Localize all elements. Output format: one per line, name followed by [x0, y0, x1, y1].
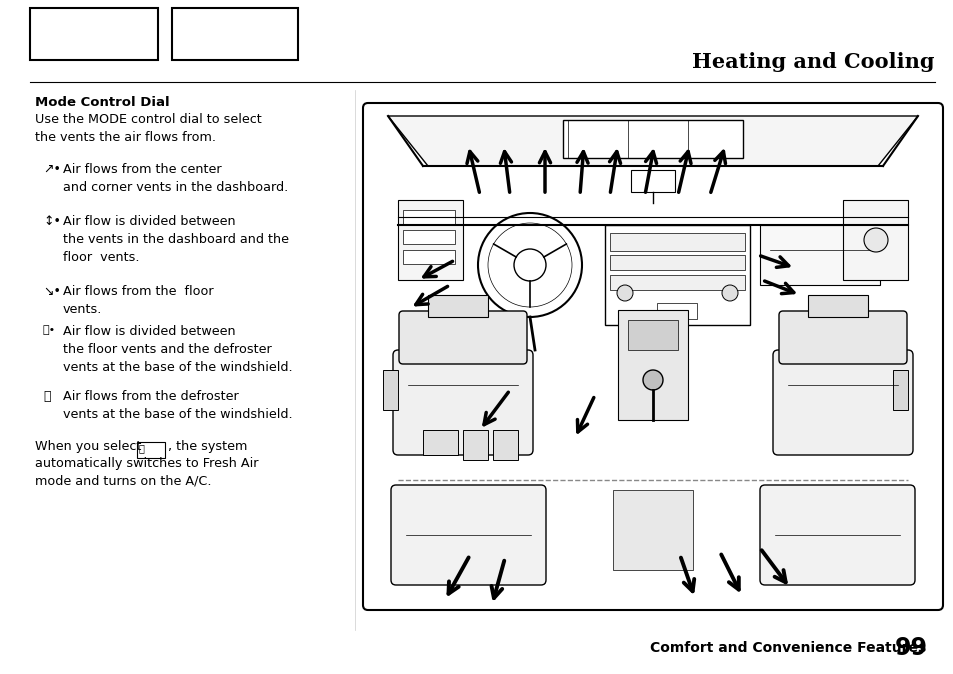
- Bar: [613, 490, 692, 570]
- FancyBboxPatch shape: [363, 103, 942, 610]
- FancyBboxPatch shape: [779, 311, 906, 364]
- Circle shape: [721, 285, 738, 301]
- Bar: [397, 200, 462, 280]
- Bar: [760, 225, 879, 285]
- Text: When you select: When you select: [35, 440, 141, 453]
- Bar: [609, 275, 744, 290]
- Bar: [402, 210, 455, 224]
- Bar: [462, 430, 488, 460]
- Bar: [402, 230, 455, 244]
- Circle shape: [863, 228, 887, 252]
- Bar: [618, 310, 687, 420]
- Text: Comfort and Convenience Features: Comfort and Convenience Features: [649, 641, 925, 655]
- Bar: [609, 255, 744, 270]
- Text: Use the MODE control dial to select
the vents the air flows from.: Use the MODE control dial to select the …: [35, 113, 261, 144]
- Text: ↕•: ↕•: [43, 215, 61, 228]
- Text: automatically switches to Fresh Air
mode and turns on the A/C.: automatically switches to Fresh Air mode…: [35, 457, 258, 488]
- Text: ↘•: ↘•: [43, 285, 61, 298]
- Text: Air flow is divided between
the floor vents and the defroster
vents at the base : Air flow is divided between the floor ve…: [63, 325, 293, 374]
- Bar: [807, 295, 867, 317]
- FancyBboxPatch shape: [391, 485, 545, 585]
- FancyBboxPatch shape: [393, 350, 533, 455]
- Bar: [493, 430, 517, 460]
- Bar: [630, 170, 675, 192]
- Bar: [402, 250, 455, 264]
- Bar: [172, 8, 297, 60]
- Polygon shape: [388, 116, 917, 166]
- Bar: [892, 370, 907, 410]
- Text: ⧈: ⧈: [43, 390, 51, 403]
- Text: Heating and Cooling: Heating and Cooling: [692, 52, 934, 72]
- Bar: [382, 370, 397, 410]
- Text: ↗•: ↗•: [43, 163, 61, 176]
- Bar: [428, 295, 488, 317]
- Bar: [627, 320, 678, 350]
- Text: ⧈: ⧈: [139, 443, 145, 453]
- Text: Air flows from the center
and corner vents in the dashboard.: Air flows from the center and corner ven…: [63, 163, 288, 194]
- Bar: [657, 303, 697, 319]
- Bar: [609, 233, 744, 251]
- FancyBboxPatch shape: [760, 485, 914, 585]
- Text: ⓘ•: ⓘ•: [43, 325, 56, 335]
- Bar: [842, 200, 907, 280]
- Bar: [604, 225, 749, 325]
- Bar: [30, 8, 158, 60]
- Text: , the system: , the system: [168, 440, 247, 453]
- Text: Air flow is divided between
the vents in the dashboard and the
floor  vents.: Air flow is divided between the vents in…: [63, 215, 289, 264]
- Text: Air flows from the  floor
vents.: Air flows from the floor vents.: [63, 285, 213, 316]
- FancyBboxPatch shape: [772, 350, 912, 455]
- Text: Air flows from the defroster
vents at the base of the windshield.: Air flows from the defroster vents at th…: [63, 390, 293, 421]
- FancyBboxPatch shape: [398, 311, 526, 364]
- Text: 99: 99: [894, 636, 927, 660]
- Bar: [562, 120, 742, 158]
- Bar: [422, 430, 457, 455]
- Circle shape: [514, 249, 545, 281]
- Text: Mode Control Dial: Mode Control Dial: [35, 96, 170, 109]
- Circle shape: [477, 213, 581, 317]
- Circle shape: [617, 285, 633, 301]
- Bar: [137, 442, 165, 458]
- Circle shape: [642, 370, 662, 390]
